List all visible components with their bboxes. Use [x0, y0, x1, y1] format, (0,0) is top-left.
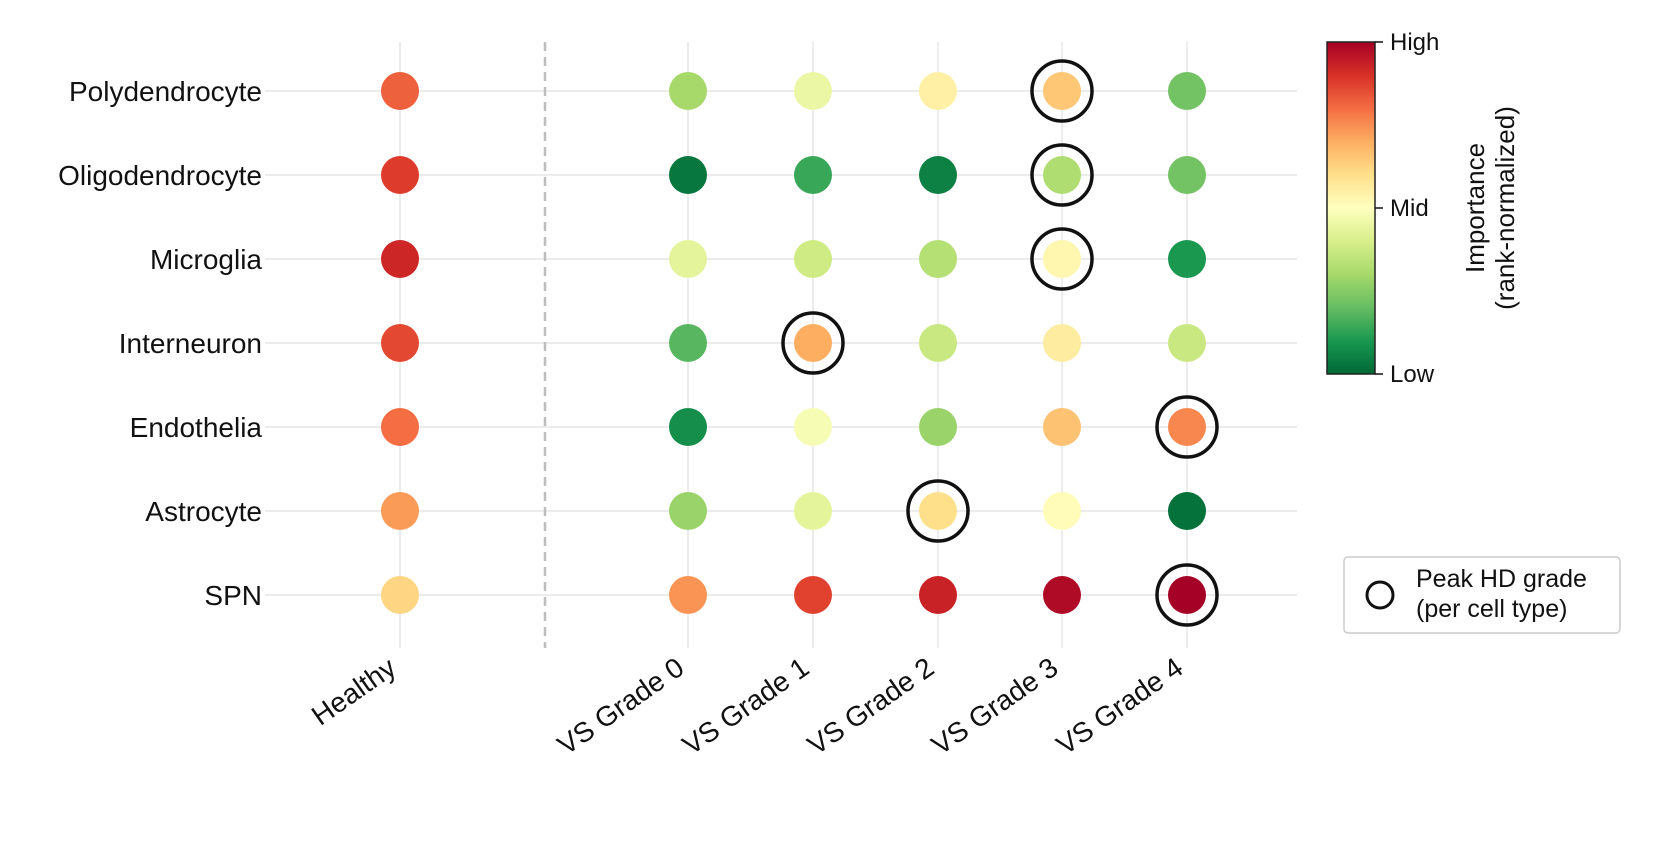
- heatmap-dot: [919, 576, 957, 614]
- colorbar-tick-label-mid: Mid: [1390, 195, 1429, 222]
- column-label: Healthy: [306, 652, 402, 732]
- heatmap-dot: [794, 156, 832, 194]
- column-label: VS Grade 3: [926, 652, 1064, 761]
- heatmap-dot: [1168, 576, 1206, 614]
- heatmap-dot: [919, 156, 957, 194]
- heatmap-dot: [794, 492, 832, 530]
- row-labels: Polydendrocyte Oligodendrocyte Microglia In…: [58, 76, 262, 611]
- heatmap-dot: [669, 72, 707, 110]
- heatmap-dot: [794, 408, 832, 446]
- peak-marker: [1030, 143, 1094, 207]
- heatmap-dot: [669, 324, 707, 362]
- colorbar-title-line1: Importance: [1460, 143, 1490, 273]
- heatmap-dot: [1043, 240, 1081, 278]
- row-label: Microglia: [150, 244, 262, 275]
- peak-marker: [906, 479, 970, 543]
- colorbar: High Mid Low Importance (rank-normalized…: [1326, 29, 1520, 388]
- peak-markers: [781, 59, 1219, 627]
- heatmap-dot: [1043, 324, 1081, 362]
- row-label: Interneuron: [119, 328, 262, 359]
- legend-box: [1343, 556, 1621, 634]
- heatmap-dot: [1043, 492, 1081, 530]
- colorbar-title-line2: (rank-normalized): [1490, 106, 1520, 310]
- colorbar-tick-label-low: Low: [1390, 361, 1435, 388]
- heatmap-dot: [919, 72, 957, 110]
- column-label: VS Grade 1: [677, 652, 815, 761]
- heatmap-dot: [381, 408, 419, 446]
- heatmap-dot: [1168, 156, 1206, 194]
- peak-marker: [781, 311, 845, 375]
- peak-marker: [1155, 563, 1219, 627]
- heatmap-dot: [794, 72, 832, 110]
- legend: Peak HD grade (per cell type): [1343, 556, 1621, 634]
- heatmap-dot: [381, 324, 419, 362]
- heatmap-dot: [919, 240, 957, 278]
- heatmap-dot: [669, 492, 707, 530]
- legend-label-line2: (per cell type): [1416, 595, 1567, 623]
- legend-label-line1: Peak HD grade: [1416, 565, 1587, 593]
- grid-lines: [265, 42, 1297, 648]
- heatmap-dot: [669, 408, 707, 446]
- heatmap-dot: [1168, 492, 1206, 530]
- heatmap-dot: [794, 324, 832, 362]
- heatmap-dot: [1043, 576, 1081, 614]
- heatmap-dot: [381, 576, 419, 614]
- heatmap-dot: [669, 240, 707, 278]
- row-label: Oligodendrocyte: [58, 160, 262, 191]
- heatmap-dot: [1168, 408, 1206, 446]
- heatmap-dot: [381, 72, 419, 110]
- column-label: VS Grade 4: [1051, 652, 1189, 761]
- heatmap-dots: [381, 72, 1206, 614]
- peak-marker: [1030, 59, 1094, 123]
- column-labels: Healthy VS Grade 0VS Grade 1VS Grade 2VS …: [306, 652, 1189, 761]
- column-label: VS Grade 0: [552, 652, 690, 761]
- row-label: Endothelia: [130, 412, 263, 443]
- colorbar-gradient: [1326, 41, 1376, 375]
- heatmap-dot: [1043, 408, 1081, 446]
- row-label: Polydendrocyte: [69, 76, 262, 107]
- heatmap-dot: [381, 156, 419, 194]
- heatmap-dot: [669, 156, 707, 194]
- heatmap-dot: [1168, 240, 1206, 278]
- row-label: Astrocyte: [145, 496, 262, 527]
- peak-marker: [1030, 227, 1094, 291]
- heatmap-dot: [381, 240, 419, 278]
- heatmap-dot: [919, 408, 957, 446]
- heatmap-dot: [1168, 72, 1206, 110]
- heatmap-dot: [1043, 156, 1081, 194]
- heatmap-dot: [1168, 324, 1206, 362]
- column-label: VS Grade 2: [802, 652, 940, 761]
- heatmap-dot: [381, 492, 419, 530]
- colorbar-tick-label-high: High: [1390, 29, 1439, 56]
- heatmap-dot: [669, 576, 707, 614]
- heatmap-dot: [1043, 72, 1081, 110]
- heatmap-dot: [794, 576, 832, 614]
- legend-peak-marker: [1365, 580, 1395, 610]
- row-label: SPN: [204, 580, 262, 611]
- heatmap-dot: [919, 324, 957, 362]
- heatmap-dot: [794, 240, 832, 278]
- heatmap-dot: [919, 492, 957, 530]
- peak-marker: [1155, 395, 1219, 459]
